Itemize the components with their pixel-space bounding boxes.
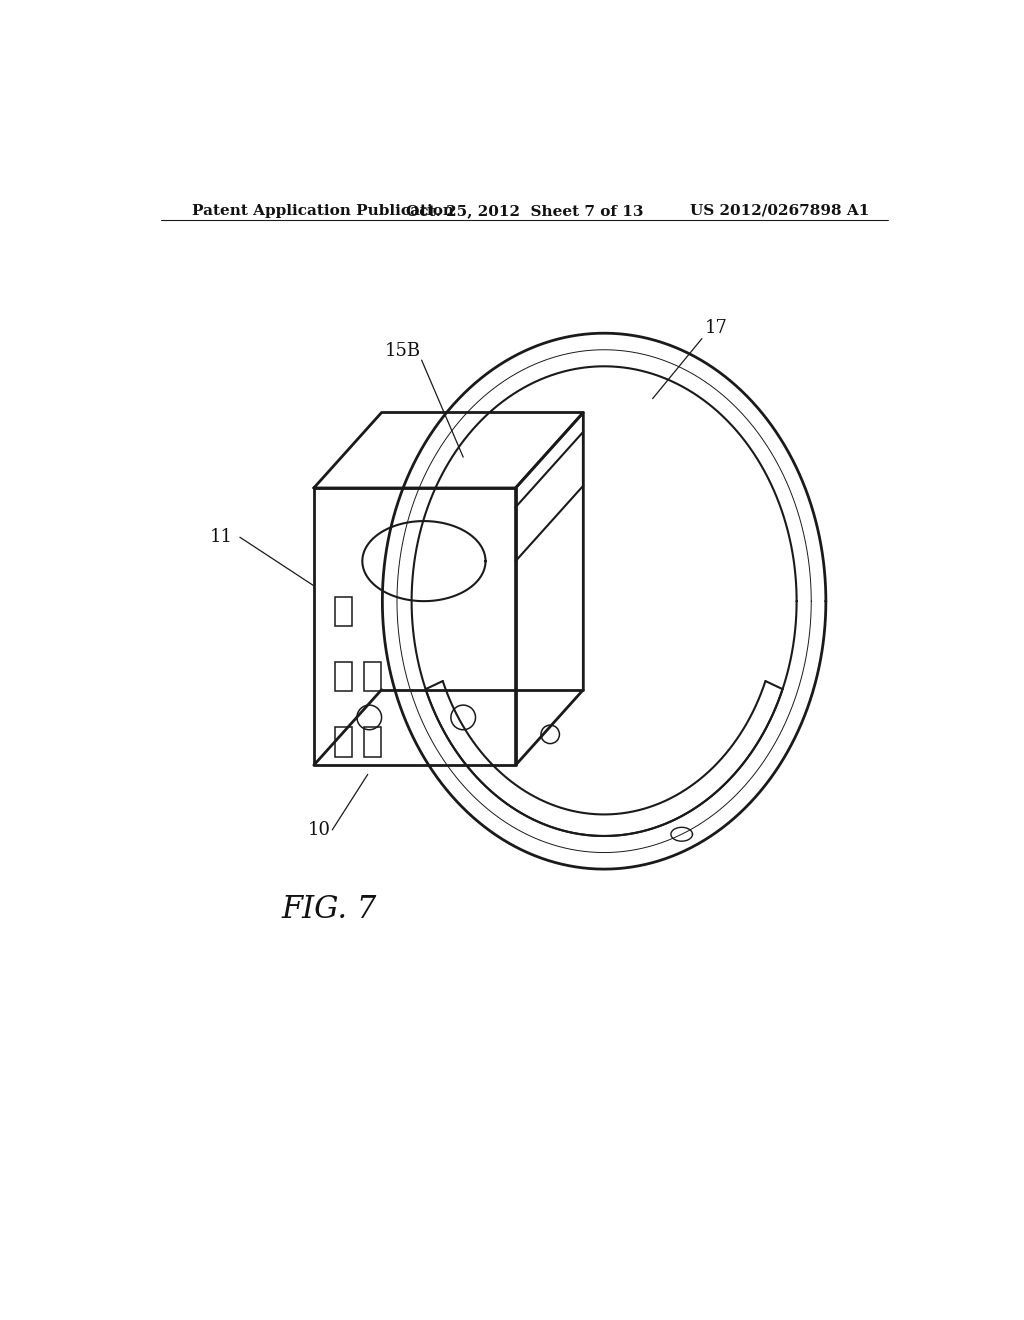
Bar — [364, 663, 381, 692]
Text: 17: 17 — [705, 319, 727, 337]
Text: Oct. 25, 2012  Sheet 7 of 13: Oct. 25, 2012 Sheet 7 of 13 — [407, 203, 643, 218]
Text: 10: 10 — [307, 821, 331, 838]
Bar — [364, 727, 381, 756]
Text: US 2012/0267898 A1: US 2012/0267898 A1 — [690, 203, 869, 218]
Bar — [335, 597, 351, 626]
Text: 15B: 15B — [384, 342, 421, 360]
Text: 11: 11 — [210, 528, 232, 546]
Text: FIG. 7: FIG. 7 — [282, 894, 377, 924]
Text: Patent Application Publication: Patent Application Publication — [193, 203, 455, 218]
Bar — [335, 663, 351, 692]
Bar — [335, 727, 351, 756]
